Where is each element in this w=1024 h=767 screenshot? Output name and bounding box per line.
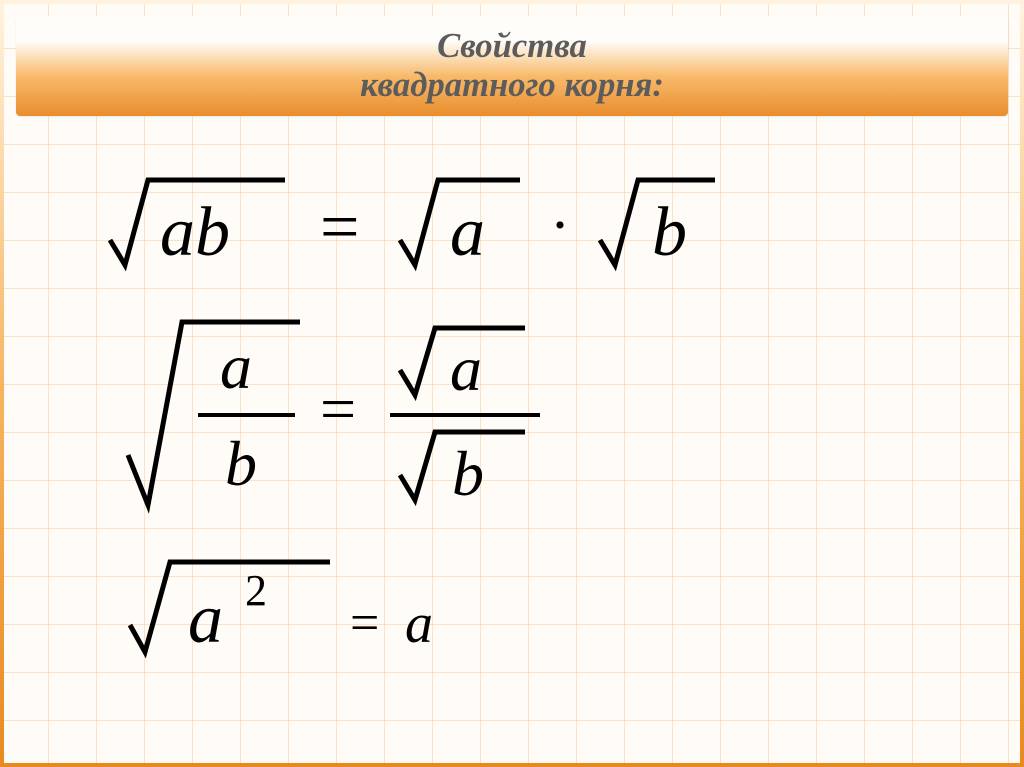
f1-eq: = — [320, 189, 359, 266]
f3-two: 2 — [245, 566, 267, 615]
f3-eq: = — [350, 595, 379, 652]
f1-ab: ab — [160, 194, 230, 271]
f2-rhs-b: b — [452, 438, 484, 509]
f3-rhs: a — [405, 593, 433, 655]
f1-dot: · — [550, 192, 570, 258]
f2-rhs-a: a — [450, 333, 482, 404]
formula-quotient-rule: a b = a b — [120, 310, 964, 520]
f2-eq: = — [320, 373, 356, 444]
f1-a: a — [450, 194, 485, 271]
formula-product-rule: ab = a · b — [100, 170, 964, 280]
f3-a: a — [188, 581, 223, 658]
title-line-1: Свойства — [437, 27, 587, 66]
title-line-2: квадратного корня: — [360, 66, 664, 105]
f1-b: b — [652, 194, 687, 271]
content-area: ab = a · b a — [90, 150, 964, 747]
title-banner: Свойства квадратного корня: — [16, 16, 1008, 116]
formula-square-rule: a 2 = a — [120, 550, 964, 670]
f2-num-a: a — [220, 331, 252, 402]
f2-den-b: b — [225, 428, 257, 499]
